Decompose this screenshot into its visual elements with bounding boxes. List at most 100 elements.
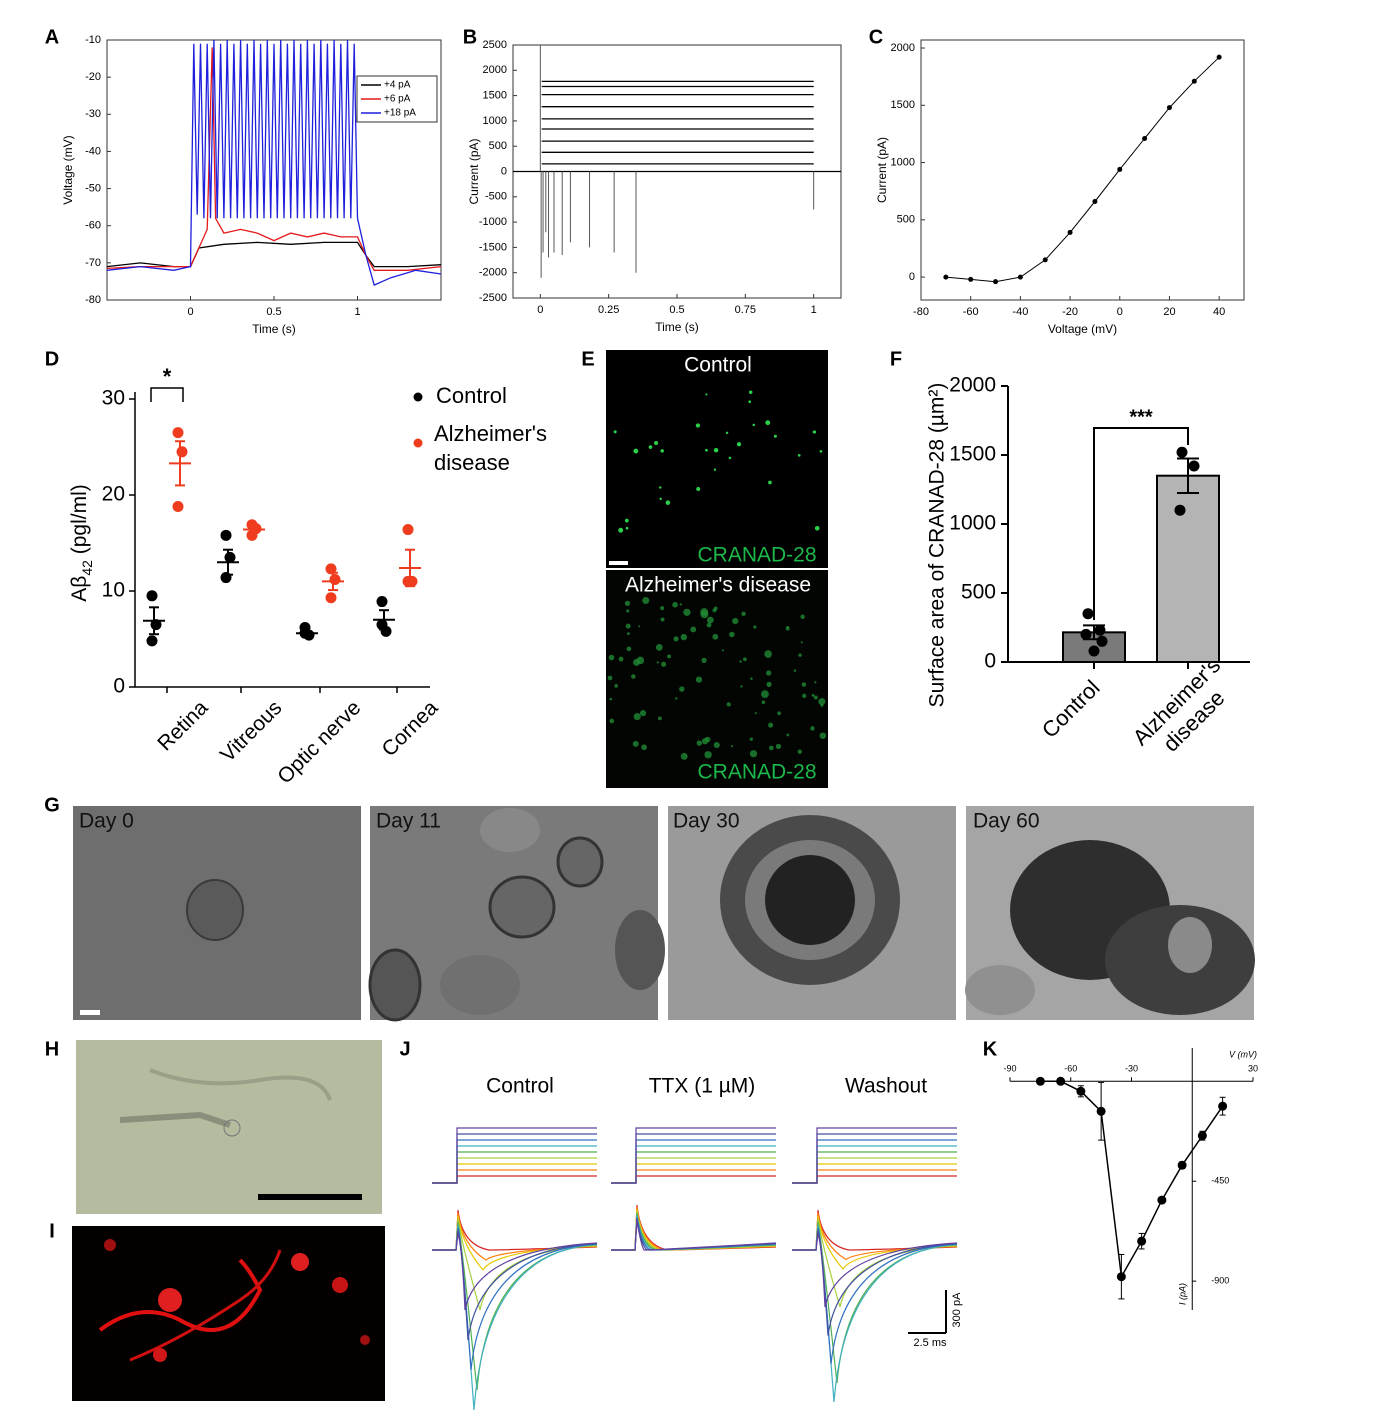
y-tick-label: 1000 (483, 115, 507, 127)
y-tick-label: -80 (85, 294, 101, 306)
y-tick-label: -40 (85, 145, 101, 157)
dot (695, 676, 703, 683)
marker (1056, 1076, 1066, 1086)
dot (679, 603, 682, 606)
dot (748, 400, 752, 404)
dot (705, 393, 708, 396)
y-tick-label: 500 (489, 140, 507, 152)
dot (638, 625, 641, 628)
dot (660, 606, 665, 611)
dot (768, 745, 774, 751)
dot (814, 681, 817, 684)
dot (766, 681, 772, 687)
panel-label: F (890, 348, 902, 370)
x-tick-label: 1 (354, 306, 360, 318)
panel-label: B (463, 26, 477, 48)
legend-label: +4 pA (384, 80, 411, 91)
dot (750, 677, 753, 680)
dot (609, 697, 613, 701)
dot (801, 682, 807, 687)
dot (626, 609, 630, 613)
legend-label: Alzheimer's disease (434, 421, 548, 475)
dot (812, 430, 817, 434)
dot (785, 626, 790, 631)
dot (625, 623, 631, 629)
dot (665, 500, 671, 505)
dot (641, 744, 647, 751)
condition-title: TTX (1 µM) (649, 1075, 756, 1098)
x-tick-label: -30 (1125, 1064, 1138, 1074)
image-label: Day 11 (376, 810, 441, 833)
data-point (1176, 446, 1188, 458)
dot (633, 713, 641, 721)
dot (813, 695, 818, 700)
legend-label: +6 pA (384, 94, 411, 105)
data-point (172, 501, 184, 513)
y-tick-label: 10 (102, 579, 125, 602)
dot (797, 749, 802, 754)
x-tick-label: 30 (1248, 1064, 1258, 1074)
trace (106, 39, 442, 286)
patch-image (76, 1040, 382, 1214)
data-point (220, 529, 232, 541)
y-tick-label: -500 (485, 191, 507, 203)
y-tick-label: -1500 (479, 241, 507, 253)
dot (713, 741, 720, 749)
dot (609, 718, 615, 724)
panel-label: G (44, 794, 60, 816)
data-point (329, 573, 341, 585)
dot (661, 661, 667, 667)
x-tick-label: -60 (1064, 1064, 1077, 1074)
dot (656, 661, 659, 664)
dot (624, 600, 631, 606)
y-axis-label: I (pA) (1178, 1283, 1188, 1305)
dot (672, 601, 678, 608)
marker (1142, 136, 1148, 142)
voltage-step (432, 1127, 597, 1184)
dot (690, 626, 697, 633)
dot (819, 449, 823, 453)
dot (728, 456, 732, 460)
dot (819, 732, 827, 739)
bar (1156, 474, 1220, 664)
voltage-step (792, 1127, 957, 1184)
dot (608, 654, 615, 661)
marker (993, 279, 999, 285)
data-point (325, 592, 337, 604)
dot (659, 486, 662, 489)
dot (721, 649, 724, 652)
x-axis-label: Time (s) (252, 322, 296, 336)
marker (1035, 1076, 1045, 1086)
y-tick-label: -60 (85, 220, 101, 232)
trace (106, 47, 442, 271)
image-label: Day 60 (973, 810, 1040, 833)
legend-label: Control (436, 383, 507, 408)
y-tick-label: 500 (897, 214, 915, 226)
dot (802, 693, 807, 699)
y-tick-label: 2000 (949, 374, 996, 397)
x-axis-label: V (mV) (1229, 1050, 1257, 1060)
dot (786, 733, 790, 737)
y-tick-label: -1000 (479, 216, 507, 228)
data-point (1094, 624, 1106, 636)
dot (660, 617, 665, 622)
dot (818, 698, 826, 706)
dot (761, 700, 766, 705)
dot (648, 445, 653, 449)
significance-label: *** (1129, 406, 1153, 428)
dot (673, 636, 679, 642)
dot (701, 657, 707, 663)
stained-neuron-image (72, 1226, 385, 1401)
y-tick-label: 2500 (483, 39, 507, 51)
dot (732, 617, 739, 625)
y-tick-label: -20 (85, 71, 101, 83)
dot (712, 608, 717, 613)
marker (943, 274, 949, 280)
micrograph-ad (606, 570, 828, 788)
y-axis-label: Voltage (mV) (61, 135, 75, 204)
marker (1157, 1195, 1167, 1205)
dot (704, 751, 712, 759)
legend-label: +18 pA (384, 108, 416, 119)
marker (968, 276, 974, 282)
dot (667, 654, 672, 659)
